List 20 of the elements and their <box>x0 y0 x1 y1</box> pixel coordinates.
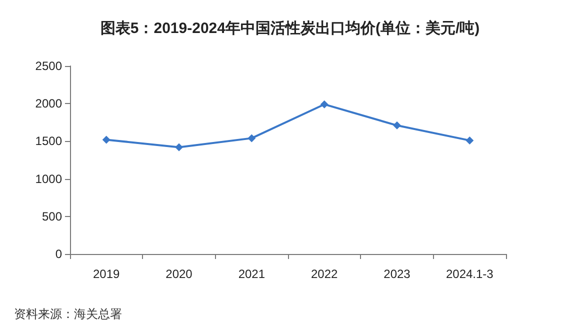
point <box>393 121 401 130</box>
point <box>175 143 183 152</box>
x-tick-label: 2021 <box>238 267 266 281</box>
point <box>466 136 474 144</box>
x-tick-label: 2023 <box>384 267 411 281</box>
x-tick-label: 2024.1-3 <box>446 267 494 281</box>
x-tick-label: 2022 <box>310 267 338 281</box>
x-tick-label: 2020 <box>166 267 193 281</box>
y-tick-label: 1500 <box>35 134 62 148</box>
point <box>102 136 110 144</box>
y-tick-label: 2000 <box>35 96 62 111</box>
y-tick-label: 500 <box>42 209 62 224</box>
point <box>248 134 256 142</box>
y-tick-label: 0 <box>55 247 62 261</box>
y-tick-label: 2500 <box>35 59 62 73</box>
point <box>320 100 328 108</box>
x-tick-label: 2019 <box>92 267 120 281</box>
text: 资料来源：海关总署 <box>14 307 122 321</box>
chart-title: 图表5：2019-2024年中国活性炭出口均价(单位：美元/吨) <box>100 19 480 37</box>
y-tick-label: 1000 <box>35 172 62 186</box>
